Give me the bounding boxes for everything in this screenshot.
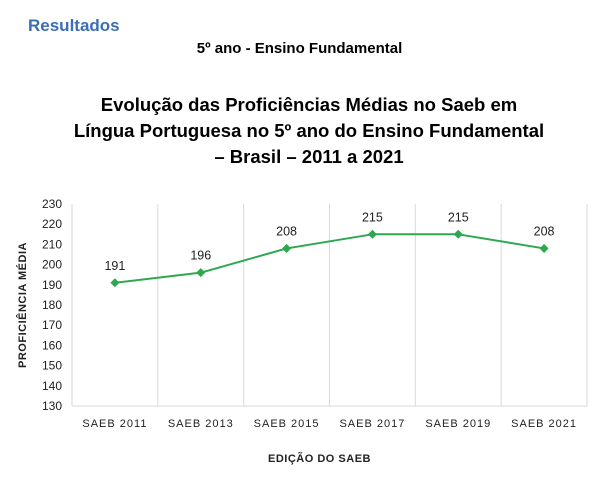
series-points <box>110 229 549 288</box>
data-point <box>282 243 292 253</box>
y-axis-ticks: 130 140 150 160 170 180 190 200 210 220 230 <box>42 197 62 413</box>
x-tick-label: SAEB 2013 <box>168 418 234 430</box>
section-label: Resultados <box>28 16 120 35</box>
series-line-path <box>114 233 545 284</box>
y-tick-label: 140 <box>42 379 62 393</box>
series-line <box>114 233 545 284</box>
y-tick-label: 220 <box>42 217 62 231</box>
chart-title-line-1: Evolução das Proficiências Médias no Sae… <box>100 94 518 115</box>
chart-title-line-3: – Brasil – 2011 a 2021 <box>214 146 404 167</box>
y-tick-label: 150 <box>42 359 62 373</box>
data-point <box>367 229 377 239</box>
x-tick-label: SAEB 2015 <box>254 418 320 430</box>
y-tick-label: 160 <box>42 338 62 352</box>
chart-title-line-2: Língua Portuguesa no 5º ano do Ensino Fu… <box>73 120 545 141</box>
y-tick-label: 180 <box>42 298 62 312</box>
y-tick-label: 190 <box>42 278 62 292</box>
y-axis-title: PROFICIÊNCIA MÉDIA <box>16 242 29 368</box>
x-tick-label: SAEB 2011 <box>82 418 147 430</box>
data-label: 215 <box>448 210 469 224</box>
data-labels: 191 196 208 215 215 208 <box>104 210 554 272</box>
y-tick-label: 130 <box>42 399 62 413</box>
y-tick-label: 200 <box>42 258 62 272</box>
data-point <box>110 278 120 288</box>
subheading: 5º ano - Ensino Fundamental <box>196 40 403 57</box>
data-label: 208 <box>534 224 555 238</box>
data-point <box>539 243 549 253</box>
x-axis-ticks: SAEB 2011 SAEB 2013 SAEB 2015 SAEB 2017 SAEB… <box>82 418 577 430</box>
data-label: 191 <box>104 259 125 273</box>
x-tick-label: SAEB 2017 <box>339 418 405 430</box>
data-label: 196 <box>190 249 211 263</box>
y-tick-label: 230 <box>42 197 62 211</box>
data-point <box>453 229 463 239</box>
gridlines <box>71 204 588 407</box>
data-point <box>196 268 206 278</box>
x-tick-label: SAEB 2021 <box>511 418 577 430</box>
x-axis-title: EDIÇÃO DO SAEB <box>268 452 371 465</box>
data-label: 208 <box>276 224 297 238</box>
y-tick-label: 170 <box>42 318 62 332</box>
chart-title: Evolução das Proficiências Médias no Sae… <box>0 92 599 170</box>
x-tick-label: SAEB 2019 <box>425 418 491 430</box>
y-tick-label: 210 <box>42 237 62 251</box>
data-label: 215 <box>362 210 383 224</box>
